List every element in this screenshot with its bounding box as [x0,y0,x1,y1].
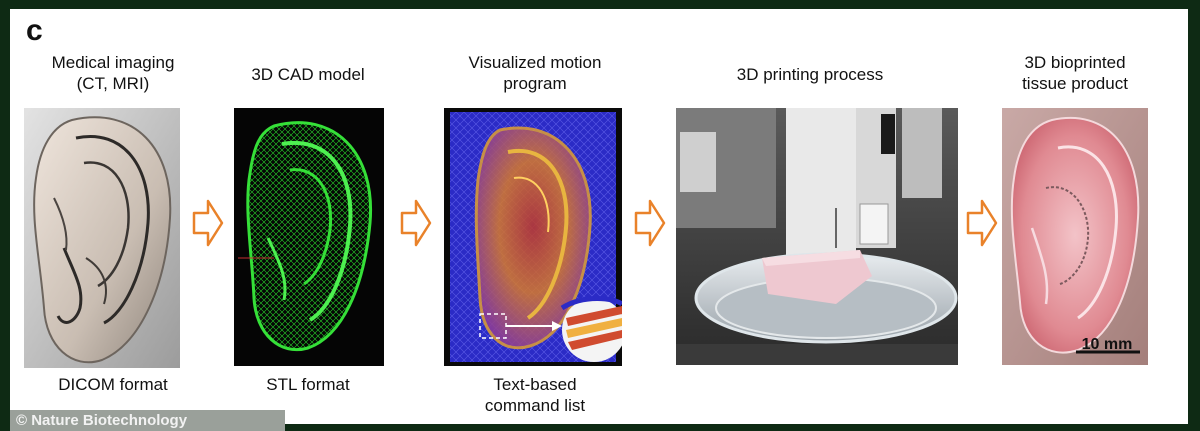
watermark: © Nature Biotechnology [10,410,285,431]
cad-model-image [234,108,384,366]
stage-5-title: 3D bioprinted tissue product [1022,53,1128,93]
panel-label: c [26,14,43,47]
motion-program-image [444,108,622,366]
stage-2-caption: STL format [266,375,350,394]
stage-3-title: Visualized motion program [468,53,602,93]
scale-bar-label: 10 mm [1081,336,1133,353]
stage-3-caption: Text-based command list [484,375,586,415]
stage-1-title: Medical imaging (CT, MRI) [51,53,175,93]
arrow-3 [634,197,666,254]
medical-imaging-image [24,108,180,368]
stage-1-caption: DICOM format [58,375,168,394]
stage-4-title: 3D printing process [736,65,884,84]
printing-process-image [676,108,958,365]
stage-2-title: 3D CAD model [251,65,365,84]
tissue-product-image [1002,108,1148,365]
arrow-1 [192,197,224,254]
arrow-4 [966,197,998,254]
arrow-2 [400,197,432,254]
